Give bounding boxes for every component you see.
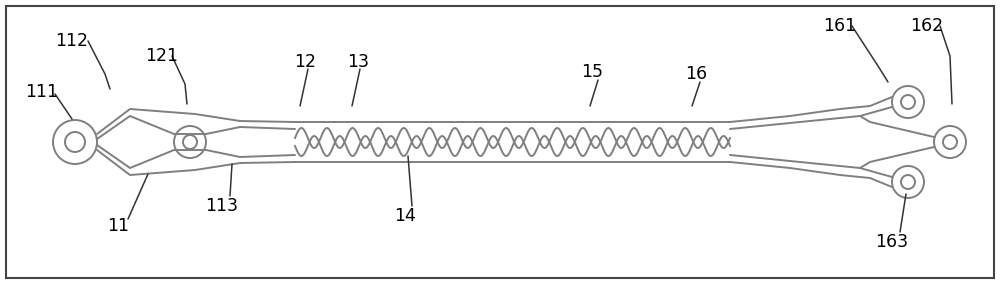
Text: 161: 161	[823, 17, 857, 35]
Text: 13: 13	[347, 53, 369, 71]
Text: 121: 121	[146, 47, 179, 65]
Text: 16: 16	[685, 65, 707, 83]
Text: 163: 163	[875, 233, 909, 251]
Text: 11: 11	[107, 217, 129, 235]
Text: 15: 15	[581, 63, 603, 81]
Text: 162: 162	[910, 17, 944, 35]
Text: 111: 111	[26, 83, 59, 101]
Text: 113: 113	[206, 197, 239, 215]
Text: 14: 14	[394, 207, 416, 225]
Text: 112: 112	[56, 32, 89, 50]
Text: 12: 12	[294, 53, 316, 71]
